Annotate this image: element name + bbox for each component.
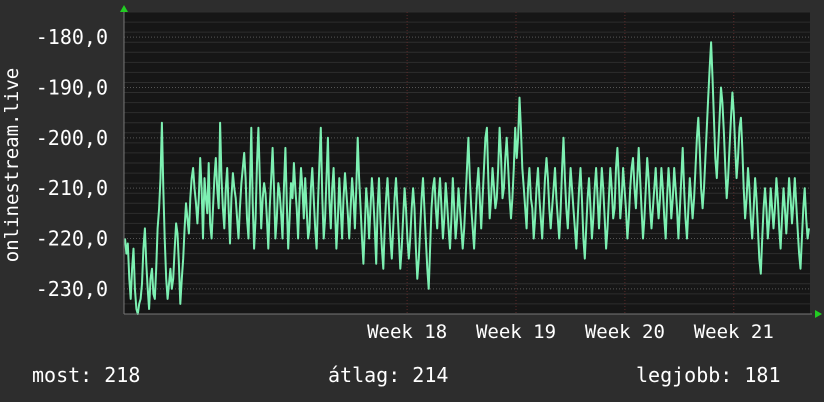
x-tick-label: Week 18 [367, 321, 447, 343]
y-axis-ticks: -180,0 -190,0 -200,0 -210,0 -220,0 -230,0 [36, 25, 108, 301]
y-tick-label: -190,0 [36, 76, 108, 100]
x-tick-label: Week 21 [694, 321, 774, 343]
x-tick-label: Week 20 [585, 321, 665, 343]
series-line [124, 41, 810, 315]
stats-footer: most: 218 átlag: 214 legjobb: 181 [32, 363, 781, 387]
stat-current: most: 218 [32, 363, 140, 387]
axes [120, 5, 822, 318]
y-tick-label: -200,0 [36, 126, 108, 150]
stat-average: átlag: 214 [328, 363, 448, 387]
y-tick-label: -210,0 [36, 176, 108, 200]
y-tick-label: -220,0 [36, 227, 108, 251]
y-tick-label: -230,0 [36, 277, 108, 301]
x-axis-ticks: Week 18 Week 19 Week 20 Week 21 [367, 321, 774, 343]
stat-best: legjobb: 181 [636, 363, 781, 387]
x-axis-arrow-icon [815, 310, 822, 318]
y-tick-label: -180,0 [36, 25, 108, 49]
x-tick-label: Week 19 [476, 321, 556, 343]
y-axis-arrow-icon [120, 5, 128, 12]
y-axis-label: onlinestream.live [1, 68, 23, 262]
